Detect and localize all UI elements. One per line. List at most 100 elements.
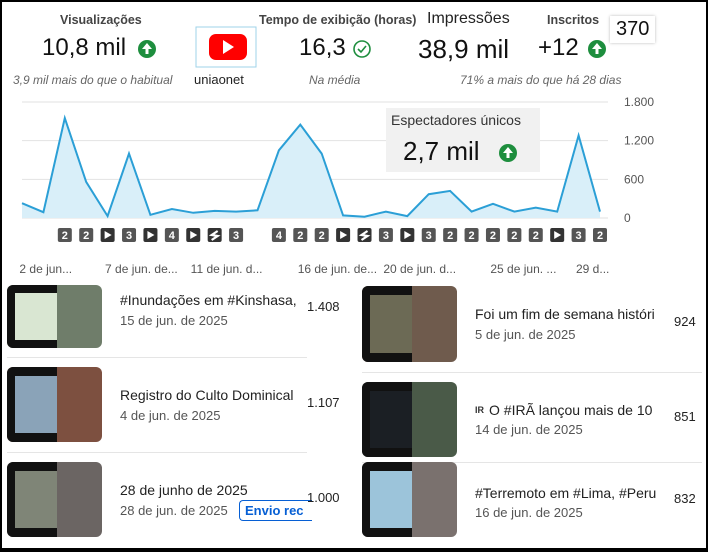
- marker-count: 2: [447, 230, 453, 242]
- thumbnail-image: [15, 292, 57, 341]
- metric-label: Visualizações: [60, 13, 142, 27]
- marker-box: [593, 228, 607, 242]
- thumbnail: [362, 286, 457, 362]
- event-marker: 2: [593, 228, 607, 242]
- event-marker: 3: [122, 228, 137, 242]
- card-label: Espectadores únicos: [391, 112, 521, 128]
- metric-label: Impressões: [427, 10, 510, 27]
- shorts-icon: [208, 230, 221, 241]
- y-tick-label: 600: [624, 172, 644, 186]
- event-marker: 2: [79, 228, 94, 242]
- metric-value: 16,3: [299, 34, 346, 61]
- up-icon: [138, 40, 156, 58]
- event-marker: 3: [421, 228, 436, 242]
- marker-box: [79, 228, 94, 242]
- view-count: 1.408: [307, 299, 340, 314]
- video-date: 5 de jun. de 2025: [475, 327, 576, 342]
- view-count: 832: [674, 491, 696, 506]
- marker-box: [443, 228, 458, 242]
- event-marker: [336, 228, 351, 242]
- marker-count: 3: [126, 230, 132, 242]
- video-date: 14 de jun. de 2025: [475, 422, 583, 437]
- marker-box: [314, 228, 329, 242]
- play-icon: [554, 231, 562, 239]
- marker-count: 3: [233, 230, 239, 242]
- video-title: #Inundações em #Kinshasa,: [120, 292, 297, 308]
- view-count: 851: [674, 409, 696, 424]
- event-marker: [100, 228, 115, 242]
- separator: [362, 372, 702, 373]
- y-tick-label: 1.200: [624, 134, 654, 148]
- thumbnail: [7, 285, 102, 348]
- video-title: 28 de junho de 2025: [120, 482, 248, 498]
- thumbnail-image: [15, 471, 57, 528]
- marker-box: [229, 228, 244, 242]
- x-tick-label: 7 de jun. de...: [105, 262, 178, 276]
- thumbnail-image: [370, 391, 412, 448]
- event-marker: [550, 228, 565, 242]
- marker-count: 2: [297, 230, 303, 242]
- marker-count: 2: [490, 230, 496, 242]
- thumbnail: [7, 367, 102, 442]
- metric-value: +12: [538, 34, 579, 61]
- marker-count: 4: [276, 230, 283, 242]
- separator: [7, 452, 307, 453]
- x-tick-label: 16 de jun. de...: [298, 262, 377, 276]
- view-count: 1.000: [307, 490, 340, 505]
- thumbnail-image: [15, 376, 57, 433]
- thumbnail-image: [370, 471, 412, 528]
- marker-box: [122, 228, 137, 242]
- unique-viewers-card: Espectadores únicos 2,7 mil: [386, 108, 540, 172]
- event-marker: [400, 228, 415, 242]
- metric-note: Na média: [309, 73, 361, 87]
- x-tick-label: 20 de jun. d...: [383, 262, 456, 276]
- video-date: 16 de jun. de 2025: [475, 505, 583, 520]
- separator: [7, 357, 307, 358]
- title-prefix: IR: [475, 405, 484, 415]
- channel-name: uniaonet: [194, 72, 244, 87]
- video-title: O #IRÃ lançou mais de 10: [489, 402, 653, 418]
- marker-count: 2: [62, 230, 68, 242]
- marker-count: 2: [319, 230, 325, 242]
- marker-count: 3: [426, 230, 432, 242]
- event-marker: [186, 228, 201, 242]
- up-icon: [588, 40, 606, 58]
- marker-box: [378, 228, 393, 242]
- marker-box: [293, 228, 308, 242]
- x-tick-label: 25 de jun. ...: [490, 262, 556, 276]
- marker-count: 4: [169, 230, 176, 242]
- marker-box: [571, 228, 586, 242]
- view-count: 1.107: [307, 395, 340, 410]
- up-icon: [499, 144, 517, 162]
- marker-count: 3: [576, 230, 582, 242]
- event-marker: 3: [571, 228, 586, 242]
- video-date: 15 de jun. de 2025: [120, 313, 228, 328]
- event-marker: 2: [293, 228, 308, 242]
- video-title: Foi um fim de semana históri: [475, 306, 655, 322]
- marker-count: 2: [533, 230, 539, 242]
- play-icon: [147, 231, 155, 239]
- event-marker: 2: [314, 228, 329, 242]
- marker-box: [464, 228, 479, 242]
- metric-note: 3,9 mil mais do que o habitual: [13, 73, 173, 87]
- marker-count: 2: [597, 230, 603, 242]
- video-title: Registro do Culto Dominical: [120, 387, 294, 403]
- marker-box: [57, 228, 72, 242]
- marker-box: [507, 228, 522, 242]
- event-marker: 3: [229, 228, 244, 242]
- badge: Envio rec: [239, 500, 312, 521]
- event-marker: 2: [464, 228, 479, 242]
- play-icon: [190, 231, 198, 239]
- marker-count: 2: [83, 230, 89, 242]
- x-tick-label: 2 de jun...: [19, 262, 72, 276]
- marker-box: [528, 228, 543, 242]
- area: [22, 118, 600, 218]
- video-date: 4 de jun. de 2025: [120, 408, 221, 423]
- chart: 0 600 1.200 1.800 2 de jun... 7 de jun. de...…: [19, 95, 654, 276]
- y-tick-label: 0: [624, 211, 631, 225]
- event-marker: 4: [271, 228, 286, 242]
- metric-value: 10,8 mil: [42, 34, 127, 61]
- marker-count: 3: [383, 230, 389, 242]
- event-marker: 2: [507, 228, 522, 242]
